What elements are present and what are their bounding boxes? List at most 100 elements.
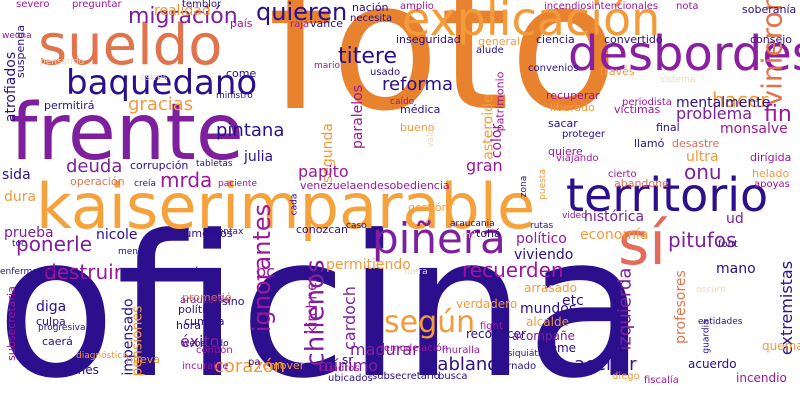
cloud-word: internado: [488, 361, 537, 372]
cloud-word: zona: [519, 175, 530, 198]
cloud-word: política: [178, 303, 218, 316]
cloud-word: histórica: [584, 209, 645, 225]
cloud-word: corrupción: [130, 159, 189, 172]
cloud-word: julia: [244, 149, 274, 165]
cloud-word: caído: [390, 97, 415, 107]
cloud-word: madurar: [350, 340, 419, 359]
cloud-word: paralelos: [350, 84, 367, 150]
cloud-word: mil: [462, 231, 476, 241]
cloud-word: sí: [618, 209, 666, 279]
cloud-word: mundos: [520, 301, 577, 317]
cloud-word: etc: [562, 293, 584, 309]
cloud-word: reforma: [382, 74, 454, 95]
cloud-word: monsalve: [720, 121, 788, 137]
cloud-word: patrimonio: [493, 71, 507, 132]
cloud-word: nicole: [96, 227, 138, 243]
cloud-word: dura: [4, 189, 37, 205]
cloud-word: país: [230, 17, 253, 30]
cloud-word: inseguridad: [396, 33, 461, 46]
cloud-word: nación: [352, 1, 389, 14]
cloud-word: éxito: [180, 332, 220, 351]
cloud-word: abandone: [614, 177, 669, 190]
cloud-word: diego: [612, 371, 640, 382]
cloud-word: prometió: [182, 291, 232, 304]
cloud-word: monumentos: [160, 227, 233, 240]
cloud-word: operación: [70, 175, 125, 188]
cloud-word: kaiserimparable: [36, 170, 536, 243]
cloud-word: conozcan: [296, 223, 349, 236]
cloud-word: tohá: [476, 227, 501, 240]
cloud-word: frente: [10, 88, 244, 178]
cloud-word: quieren: [256, 0, 348, 26]
cloud-word: alcalde: [526, 315, 569, 329]
cloud-word: verdadero: [456, 297, 518, 311]
cloud-word: araucanía: [180, 295, 230, 306]
cloud-word: desastre: [672, 137, 720, 150]
cloud-word: hablando: [426, 354, 510, 375]
cloud-word: pentax: [212, 227, 244, 237]
cloud-word: pintana: [216, 120, 285, 141]
cloud-word: fuera: [404, 267, 428, 277]
cloud-word: oscuro: [696, 285, 726, 295]
cloud-word: consejo: [750, 33, 793, 46]
cloud-word: quiere: [548, 145, 583, 158]
cloud-word: subsecretaria: [4, 286, 18, 361]
cloud-word: realidad: [154, 3, 211, 19]
cloud-word: font: [718, 239, 738, 250]
cloud-word: ultra: [686, 149, 719, 165]
cloud-word: webeando: [182, 339, 229, 349]
cloud-word: subsecretario: [372, 371, 440, 382]
cloud-word: sr: [342, 353, 354, 367]
cloud-word: final: [656, 121, 680, 134]
cloud-word: remover: [258, 359, 305, 372]
cloud-word: necesita: [350, 13, 393, 24]
cloud-word: condón: [196, 345, 233, 356]
cloud-word: foto: [268, 0, 619, 150]
cloud-word: incendio: [736, 371, 787, 385]
cloud-word: ponerle: [16, 232, 92, 256]
cloud-word: usado: [370, 67, 401, 78]
cloud-word: gracias: [128, 94, 194, 115]
cloud-word: llamó: [634, 137, 665, 150]
cloud-word: helado: [752, 167, 790, 180]
cloud-word: tabletas: [196, 159, 233, 169]
cloud-word: cuadros: [320, 363, 360, 374]
cloud-word: neme: [542, 341, 577, 355]
cloud-word: prueba: [4, 225, 54, 241]
cloud-word: viajando: [556, 153, 599, 164]
cloud-word: ministro: [216, 91, 253, 101]
cloud-word: acuerdo: [688, 357, 737, 371]
cloud-word: estrés: [140, 73, 168, 83]
cloud-word: permitiendo: [326, 257, 411, 273]
cloud-word: remodelación: [380, 343, 449, 354]
cloud-word: toc: [12, 239, 26, 249]
cloud-word: migración: [128, 4, 238, 29]
cloud-word: profesores: [672, 270, 689, 344]
cloud-word: reconocer: [466, 327, 526, 341]
cloud-word: alude: [476, 45, 504, 56]
cloud-word: dirígida: [750, 151, 792, 164]
cloud-word: liberado: [550, 101, 595, 114]
cloud-word: titere: [338, 44, 397, 69]
cloud-word: convenios: [528, 63, 579, 74]
cloud-word: gestión: [408, 201, 449, 214]
cloud-word: gran: [466, 156, 503, 175]
cloud-word: territorio: [566, 168, 769, 222]
cloud-word: baquedano: [66, 63, 258, 103]
cloud-word: traiguén: [613, 329, 624, 368]
cloud-word: mario: [314, 61, 340, 71]
cloud-word: rutas: [530, 221, 554, 231]
cloud-word: médica: [400, 103, 441, 116]
cloud-word: weona: [2, 31, 32, 41]
cloud-word: fight: [480, 321, 503, 332]
cloud-word: aceitar: [574, 354, 637, 375]
cloud-word: piñera: [372, 214, 506, 263]
cloud-word: proteger: [562, 129, 606, 140]
cloud-word: kirchner: [304, 276, 321, 334]
cloud-word: permitirá: [44, 99, 95, 112]
cloud-word: puesta: [537, 169, 548, 200]
cloud-word: raja: [290, 19, 310, 30]
cloud-word: sacar: [548, 117, 578, 130]
cloud-word: cada: [289, 193, 300, 216]
